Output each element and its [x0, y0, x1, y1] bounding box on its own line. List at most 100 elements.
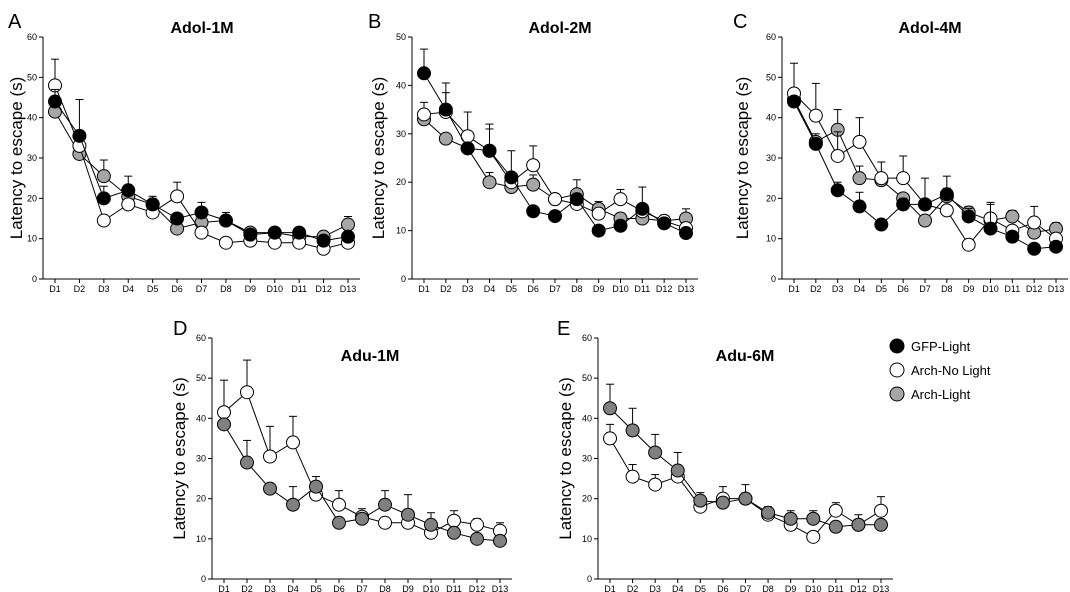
data-point: [470, 531, 484, 546]
data-point: [286, 497, 300, 512]
data-point: [635, 201, 650, 216]
panel-title: Adol-2M: [528, 20, 591, 37]
x-tick-label: D1: [604, 584, 616, 592]
data-point: [341, 217, 355, 232]
data-point: [828, 519, 843, 534]
x-tick-label: D8: [379, 584, 391, 592]
data-point: [806, 511, 821, 526]
y-tick-label: 60: [582, 333, 592, 343]
data-point: [460, 141, 475, 156]
data-point: [648, 477, 663, 492]
x-tick-label: D11: [291, 284, 307, 294]
data-point: [1027, 215, 1042, 230]
x-tick-label: D13: [678, 284, 695, 294]
data-point: [852, 199, 867, 214]
data-point: [806, 529, 821, 544]
panel-title: Adol-1M: [170, 20, 233, 37]
x-tick-label: D6: [717, 584, 729, 592]
series-gfp-light: [787, 94, 1063, 256]
data-point: [874, 517, 888, 532]
data-point: [1005, 229, 1020, 244]
x-tick-label: D5: [695, 584, 707, 592]
x-tick-label: D1: [49, 284, 61, 294]
y-tick-label: 30: [582, 454, 592, 464]
data-point: [851, 517, 866, 532]
legend-marker: [889, 338, 905, 354]
x-tick-label: D2: [74, 284, 86, 294]
y-axis-label: Latency to escape (s): [556, 377, 575, 540]
x-tick-label: D5: [876, 284, 888, 294]
y-tick-label: 0: [201, 574, 206, 584]
x-tick-label: D3: [264, 584, 276, 592]
data-point: [217, 405, 231, 420]
series-arch-no-light: [787, 62, 1063, 252]
y-tick-label: 10: [396, 226, 406, 236]
panel-letter: D: [173, 318, 187, 340]
data-point: [194, 225, 209, 240]
data-point: [918, 213, 932, 228]
data-point: [286, 435, 300, 450]
data-point: [591, 206, 606, 221]
data-point: [218, 213, 233, 228]
data-point: [738, 491, 753, 506]
data-point: [170, 189, 185, 204]
x-tick-label: D6: [897, 284, 909, 294]
data-point: [603, 401, 617, 416]
x-tick-label: D9: [245, 284, 257, 294]
x-tick-label: D1: [218, 584, 230, 592]
data-point: [693, 493, 708, 508]
y-tick-label: 0: [401, 274, 406, 284]
x-tick-label: D4: [484, 284, 496, 294]
x-tick-label: D3: [832, 284, 844, 294]
data-point: [72, 128, 87, 143]
x-tick-label: D12: [656, 284, 673, 294]
data-point: [828, 503, 843, 518]
data-point: [482, 175, 497, 190]
data-point: [679, 226, 693, 241]
legend-label: GFP-Light: [911, 339, 971, 354]
series-arch-no-light: [48, 58, 355, 256]
x-tick-label: D4: [854, 284, 866, 294]
y-tick-label: 40: [582, 413, 592, 423]
panel-letter: E: [557, 318, 570, 340]
y-tick-label: 10: [196, 534, 206, 544]
data-point: [240, 455, 254, 470]
x-tick-label: D2: [241, 584, 253, 592]
y-tick-label: 50: [196, 373, 206, 383]
series-gfp-light: [417, 48, 693, 241]
panel-b: B Adol-2M Latency to escape (s) 0 10 20 30 40 50…: [368, 11, 698, 294]
y-tick-label: 0: [32, 274, 37, 284]
data-point: [939, 203, 954, 218]
y-tick-label: 20: [196, 494, 206, 504]
data-point: [1027, 241, 1042, 256]
data-point: [438, 102, 453, 117]
x-tick-label: D2: [440, 284, 452, 294]
data-point: [808, 136, 823, 151]
x-tick-label: D13: [873, 584, 890, 592]
data-point: [787, 94, 801, 109]
data-point: [548, 209, 562, 224]
legend: GFP-Light Arch-No Light Arch-Light: [889, 338, 991, 402]
data-point: [263, 481, 277, 496]
x-tick-label: D4: [672, 584, 684, 592]
y-tick-label: 40: [766, 113, 776, 123]
x-tick-label: D4: [122, 284, 134, 294]
x-tick-label: D6: [171, 284, 183, 294]
y-tick-label: 0: [587, 574, 592, 584]
y-tick-label: 50: [766, 72, 776, 82]
x-tick-label: D7: [356, 584, 368, 592]
data-point: [670, 463, 685, 478]
y-axis-label: Latency to escape (s): [170, 377, 189, 540]
x-tick-label: D11: [1004, 284, 1020, 294]
data-point: [447, 525, 461, 540]
x-tick-label: D2: [810, 284, 822, 294]
data-point: [316, 233, 331, 248]
data-point: [145, 197, 160, 212]
data-point: [417, 66, 431, 81]
x-tick-label: D1: [418, 284, 430, 294]
data-point: [482, 143, 497, 158]
data-point: [961, 237, 976, 252]
data-point: [417, 107, 431, 122]
